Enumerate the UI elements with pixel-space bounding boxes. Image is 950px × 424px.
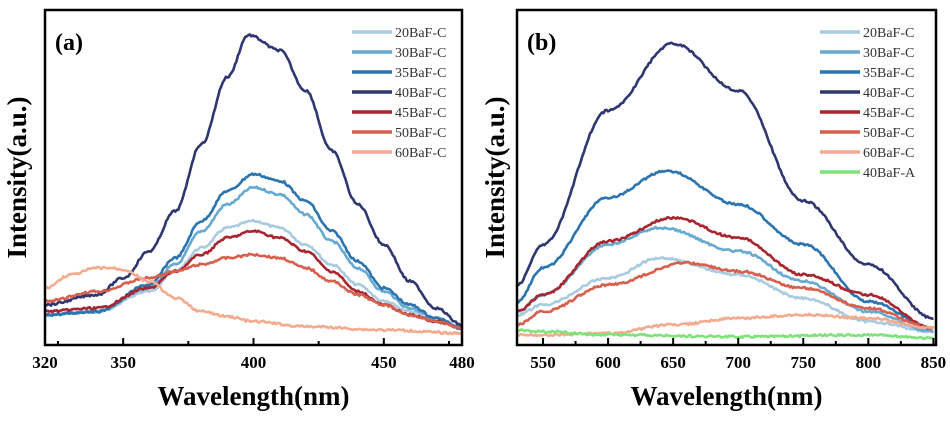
legend-label: 45BaF-C (395, 106, 446, 121)
x-tick-label: 320 (32, 353, 58, 372)
series-line-40BaF-C (516, 41, 934, 321)
legend-label: 50BaF-C (395, 126, 446, 141)
series-line-50BaF-C (516, 260, 934, 331)
legend-label: 50BaF-C (863, 126, 914, 141)
legend-label: 45BaF-C (863, 106, 914, 121)
series-line-35BaF-C (44, 172, 463, 331)
series-line-40BaF-A (516, 328, 934, 341)
series-line-20BaF-C (516, 256, 934, 334)
x-tick-label: 350 (110, 353, 136, 372)
x-axis-title: Wavelength(nm) (158, 381, 350, 411)
series-line-30BaF-C (516, 225, 934, 334)
y-axis-title: Intensity(a.u.) (480, 96, 510, 258)
legend-label: 60BaF-C (395, 146, 446, 161)
x-tick-label: 700 (725, 353, 751, 372)
x-axis-title: Wavelength(nm) (631, 381, 823, 411)
panel-label: (b) (527, 30, 556, 56)
series-line-45BaF-C (44, 229, 463, 330)
series-line-50BaF-C (44, 252, 463, 330)
legend-label: 35BaF-C (863, 66, 914, 81)
x-tick-label: 800 (856, 353, 882, 372)
x-tick-label: 480 (449, 353, 475, 372)
legend-label: 40BaF-A (863, 166, 916, 181)
legend-label: 60BaF-C (863, 146, 914, 161)
legend-label: 35BaF-C (395, 66, 446, 81)
series-line-60BaF-C (44, 265, 463, 336)
x-tick-label: 650 (660, 353, 686, 372)
x-tick-label: 550 (530, 353, 556, 372)
legend-label: 40BaF-C (395, 86, 446, 101)
series-line-40BaF-C (44, 33, 463, 327)
x-tick-label: 450 (371, 353, 397, 372)
panel-b: 20BaF-C 30BaF-C 35BaF-C 40BaF-C 45BaF-C 50BaF… (480, 8, 947, 411)
x-tick-label: 400 (241, 353, 267, 372)
series-line-45BaF-C (516, 216, 935, 330)
x-tick-label: 750 (791, 353, 817, 372)
x-tick-label: 850 (921, 353, 947, 372)
panel-label: (a) (55, 30, 83, 56)
legend-label: 20BaF-C (395, 26, 446, 41)
x-tick-label: 600 (595, 353, 621, 372)
legend-label: 30BaF-C (395, 46, 446, 61)
legend-label: 40BaF-C (863, 86, 914, 101)
plot-frame (515, 8, 938, 347)
legend-label: 30BaF-C (863, 46, 914, 61)
legend-label: 20BaF-C (863, 26, 914, 41)
panel-a: 20BaF-C 30BaF-C 35BaF-C 40BaF-C 45BaF-C 50BaF… (2, 8, 475, 411)
y-axis-title: Intensity(a.u.) (2, 96, 32, 258)
series-line-35BaF-C (516, 169, 934, 330)
